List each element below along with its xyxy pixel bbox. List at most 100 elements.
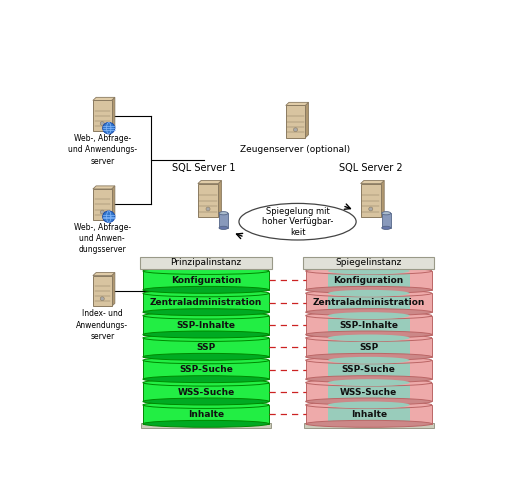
Text: SQL Server 1: SQL Server 1 [172,163,236,173]
Ellipse shape [306,334,432,342]
Ellipse shape [306,312,432,319]
Ellipse shape [306,376,432,382]
Bar [303,423,434,428]
Bar [328,316,410,334]
Bar [306,405,432,424]
Text: Index- und
Anwendungs-
server: Index- und Anwendungs- server [76,310,128,340]
Text: Zeugenserver (optional): Zeugenserver (optional) [240,144,351,154]
Polygon shape [112,272,115,306]
Text: Inhalte: Inhalte [351,410,387,419]
Text: SQL Server 2: SQL Server 2 [339,163,403,173]
Bar [143,360,269,379]
Circle shape [369,207,373,211]
Text: Konfiguration: Konfiguration [333,276,404,285]
Text: Web-, Abfrage-
und Anwen-
dungsserver: Web-, Abfrage- und Anwen- dungsserver [74,223,131,254]
Ellipse shape [143,286,269,294]
Ellipse shape [306,420,432,428]
Bar [328,360,410,379]
Polygon shape [93,272,115,276]
Circle shape [100,297,104,300]
Ellipse shape [143,268,269,274]
Polygon shape [112,186,115,220]
Bar [93,100,112,131]
Ellipse shape [382,212,391,215]
Circle shape [293,128,298,132]
Bar [286,106,305,138]
Text: SSP: SSP [359,343,379,352]
Bar [143,271,269,290]
Bar [143,294,269,312]
Circle shape [206,207,210,211]
Polygon shape [218,180,222,218]
Circle shape [100,122,104,126]
Ellipse shape [328,312,410,319]
Text: Spiegelung mit
hoher Verfügbar-
keit: Spiegelung mit hoher Verfügbar- keit [262,207,333,236]
Bar [143,382,269,402]
Bar [143,316,269,334]
Bar [328,338,410,357]
Bar [328,405,410,424]
Ellipse shape [219,212,228,215]
Ellipse shape [143,398,269,405]
Polygon shape [93,98,115,100]
Bar [143,338,269,357]
Polygon shape [361,180,384,184]
Ellipse shape [306,354,432,360]
Polygon shape [305,102,309,138]
Bar [306,382,432,402]
Ellipse shape [306,308,432,316]
Text: Spiegelinstanz: Spiegelinstanz [335,258,402,268]
Ellipse shape [143,376,269,382]
Bar [306,338,432,357]
Ellipse shape [143,290,269,297]
Bar [306,271,432,290]
Bar [143,405,269,424]
Text: SSP: SSP [196,343,216,352]
Polygon shape [112,98,115,131]
Ellipse shape [306,357,432,364]
Text: SSP-Inhalte: SSP-Inhalte [339,320,398,330]
Text: Zentraladministration: Zentraladministration [150,298,262,307]
Text: Prinzipalinstanz: Prinzipalinstanz [171,258,242,268]
Bar [328,271,410,290]
Ellipse shape [306,402,432,408]
Circle shape [103,211,115,222]
Ellipse shape [143,334,269,342]
Circle shape [100,210,104,214]
Bar [306,294,432,312]
Text: Zentraladministration: Zentraladministration [312,298,425,307]
Ellipse shape [328,268,410,274]
Polygon shape [286,102,309,106]
Polygon shape [93,186,115,189]
Bar [198,184,218,218]
Text: SSP-Suche: SSP-Suche [342,365,396,374]
FancyBboxPatch shape [141,257,271,268]
Ellipse shape [306,379,432,386]
Bar [141,423,271,428]
Ellipse shape [306,290,432,297]
Text: WSS-Suche: WSS-Suche [340,388,397,396]
Polygon shape [198,180,222,184]
Ellipse shape [306,286,432,294]
Ellipse shape [328,402,410,408]
Bar [93,276,112,306]
Text: Inhalte: Inhalte [188,410,224,419]
Ellipse shape [143,402,269,408]
Text: WSS-Suche: WSS-Suche [177,388,235,396]
Circle shape [103,122,115,134]
Bar [328,382,410,402]
Ellipse shape [143,312,269,319]
Bar [306,360,432,379]
Bar [382,213,391,228]
Ellipse shape [328,290,410,297]
Text: Web-, Abfrage-
und Anwendungs-
server: Web-, Abfrage- und Anwendungs- server [68,134,137,166]
Ellipse shape [306,331,432,338]
Bar [328,294,410,312]
Text: SSP-Suche: SSP-Suche [179,365,233,374]
Ellipse shape [328,379,410,386]
Ellipse shape [328,357,410,364]
Ellipse shape [143,308,269,316]
Bar [93,189,112,220]
Bar [219,213,228,228]
Ellipse shape [306,268,432,274]
